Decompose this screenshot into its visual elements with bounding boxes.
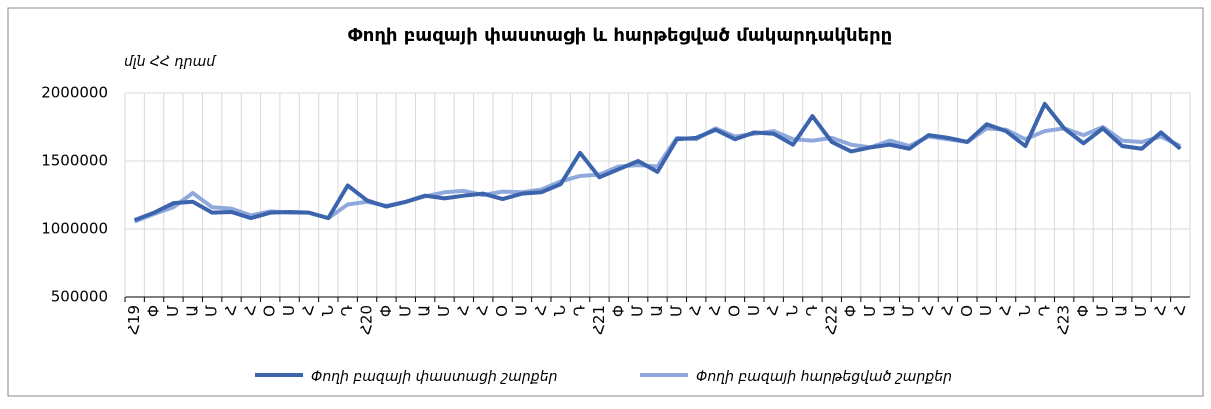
x-tick-label: Ա [880,305,898,317]
x-tick-label: Հ [241,305,259,316]
chart-title: Փողի բազայի փաստացի և հարթեցված մակարդակ… [348,25,892,46]
x-tick-label: Փ [377,305,395,317]
x-tick-label: Հ [474,305,492,316]
x-tick-label: Ն [319,305,337,316]
x-tick-label: Մ [203,305,221,317]
x-tick-label: Օ [958,305,976,317]
legend-label: Փողի բազայի փաստացի շարքեր [311,369,558,385]
x-tick-label: Ն [784,305,802,316]
x-tick-label: Դ [571,305,589,316]
x-tick-label: Հ21 [590,305,608,335]
x-tick-label: Ս [977,305,995,316]
x-tick-label: Հ [532,305,550,316]
y-tick-label: 1000000 [41,220,108,238]
x-tick-label: Ա [1113,305,1131,317]
x-tick-label: Հ [997,305,1015,316]
x-tick-label: Օ [493,305,511,317]
x-tick-label: Օ [725,305,743,317]
x-tick-label: Հ [938,305,956,316]
x-tick-label: Փ [609,305,627,317]
x-tick-label: Հ [706,305,724,316]
x-tick-label: Հ19 [125,305,143,335]
x-tick-label: Հ [222,305,240,316]
x-tick-label: Ն [551,305,569,316]
x-tick-label: Հ [687,305,705,316]
y-tick-label: 500000 [51,288,108,306]
x-tick-label: Փ [1074,305,1092,317]
x-tick-label: Մ [396,305,414,317]
x-tick-label: Ա [183,305,201,317]
x-tick-label: Մ [900,305,918,317]
x-tick-label: Հ [1151,305,1169,316]
x-tick-label: Հ [454,305,472,316]
x-tick-label: Մ [1132,305,1150,317]
y-tick-label: 1500000 [41,152,108,170]
x-tick-label: Օ [261,305,279,317]
x-tick-label: Դ [338,305,356,316]
x-tick-label: Հ22 [822,305,840,335]
y-tick-label: 2000000 [41,84,108,102]
x-tick-label: Հ [764,305,782,316]
x-tick-label: Ս [745,305,763,316]
x-tick-label: Հ [919,305,937,316]
x-tick-label: Մ [667,305,685,317]
x-tick-label: Մ [164,305,182,317]
series-line [133,101,1182,223]
x-tick-label: Մ [1093,305,1111,317]
x-tick-label: Հ23 [1055,305,1073,335]
x-tick-label: Ա [648,305,666,317]
x-tick-label: Ս [280,305,298,316]
legend-label: Փողի բազայի հարթեցված շարքեր [696,369,952,385]
x-tick-label: Հ [299,305,317,316]
x-tick-label: Փ [842,305,860,317]
x-tick-label: Հ [1171,305,1189,316]
x-tick-label: Ս [512,305,530,316]
x-tick-label: Ն [1016,305,1034,316]
subtitle: մլն ՀՀ դրամ [124,54,217,70]
x-tick-label: Մ [629,305,647,317]
x-tick-label: Մ [435,305,453,317]
x-tick-label: Ա [416,305,434,317]
x-tick-label: Հ20 [358,305,376,335]
x-tick-label: Դ [803,305,821,316]
x-tick-label: Մ [861,305,879,317]
x-tick-label: Փ [145,305,163,317]
x-tick-label: Դ [1035,305,1053,316]
